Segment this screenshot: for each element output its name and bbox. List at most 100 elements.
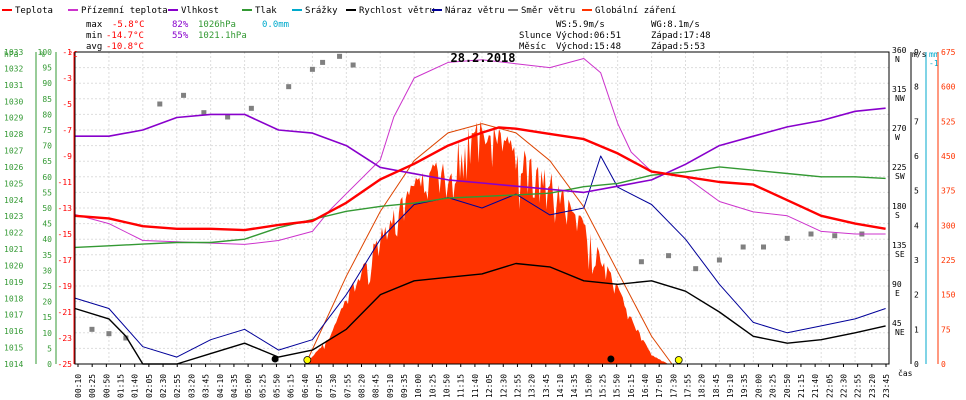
direction-tick-label: 90 xyxy=(892,280,902,289)
time-tick-label: 10:25 xyxy=(428,374,437,398)
legend-label: Rychlost větru xyxy=(359,6,435,16)
time-tick-label: 17:55 xyxy=(684,374,693,398)
wind-direction-point xyxy=(157,101,163,107)
time-tick-label: 01:15 xyxy=(117,374,126,398)
wm2-tick-label: 225 xyxy=(941,256,956,265)
time-tick-label: 18:20 xyxy=(698,374,707,398)
pct-tick-label: 55 xyxy=(42,188,52,197)
wind-direction-point xyxy=(106,331,112,337)
wind-direction-point xyxy=(716,257,722,263)
direction-tick-label: S xyxy=(895,211,900,220)
ms-axis-unit: m/s xyxy=(912,50,927,59)
hpa-tick-label: 1027 xyxy=(4,147,23,156)
time-tick-label: 00:50 xyxy=(102,374,111,398)
hpa-tick-label: 1021 xyxy=(4,245,23,254)
pct-tick-label: 45 xyxy=(42,220,52,229)
hpa-tick-label: 1031 xyxy=(4,81,23,90)
wind-direction-point xyxy=(638,259,644,265)
hpa-tick-label: 1017 xyxy=(4,311,23,320)
time-tick-label: 02:30 xyxy=(159,374,168,398)
time-tick-label: 14:10 xyxy=(556,374,565,398)
wind-direction-point xyxy=(123,335,129,341)
hpa-tick-label: 1015 xyxy=(4,344,23,353)
time-tick-label: 20:00 xyxy=(754,374,763,398)
wind-direction-point xyxy=(309,66,315,72)
time-tick-label: 17:30 xyxy=(669,374,678,398)
pct-tick-label: 100 xyxy=(38,48,53,57)
pct-tick-label: 30 xyxy=(42,266,52,275)
direction-tick-label: NE xyxy=(895,328,905,337)
hpa-tick-label: 1020 xyxy=(4,261,23,270)
min-label: min xyxy=(86,31,102,41)
series-line xyxy=(75,107,886,194)
hpa-tick-label: 1030 xyxy=(4,97,23,106)
hpa-tick-label: 1024 xyxy=(4,196,23,205)
wm2-tick-label: 300 xyxy=(941,221,956,230)
direction-tick-label: 270 xyxy=(892,124,907,133)
time-tick-label: 22:05 xyxy=(825,374,834,398)
time-tick-label: 20:25 xyxy=(769,374,778,398)
time-tick-label: 11:40 xyxy=(471,374,480,398)
direction-tick-label: 45 xyxy=(892,319,902,328)
time-tick-label: 12:05 xyxy=(485,374,494,398)
legend-label: Přízemní teplota xyxy=(81,6,168,16)
time-tick-label: 16:40 xyxy=(641,374,650,398)
time-axis-label: čas xyxy=(898,368,913,378)
direction-tick-label: 225 xyxy=(892,163,907,172)
wind-direction-point xyxy=(693,266,699,272)
min-temp: -14.7°C xyxy=(106,31,144,41)
avg-label: avg xyxy=(86,42,102,52)
legend-label: Teplota xyxy=(15,6,53,16)
wm2-tick-label: 375 xyxy=(941,187,956,196)
time-axis: 00:10 00:25 00:50 01:15 01:40 02:05 02:30 02:55… xyxy=(74,364,913,398)
wm2-tick-label: 600 xyxy=(941,83,956,92)
moonrise-marker xyxy=(607,355,615,363)
pct-tick-label: 60 xyxy=(42,173,52,182)
pct-tick-label: 40 xyxy=(42,235,52,244)
hpa-tick-label: 1028 xyxy=(4,130,23,139)
legend: Teplota Přízemní teplota Vlhkost Tlak Srážky… xyxy=(2,6,676,16)
direction-tick-label: N xyxy=(895,55,900,64)
wind-direction-point xyxy=(784,235,790,241)
time-tick-label: 21:40 xyxy=(811,374,820,398)
time-tick-label: 06:15 xyxy=(287,374,296,398)
moon-label: Měsíc xyxy=(519,42,546,52)
time-tick-label: 15:50 xyxy=(613,374,622,398)
time-tick-label: 11:15 xyxy=(457,374,466,398)
ms-tick-label: 8 xyxy=(914,83,919,92)
ms-tick-label: 0 xyxy=(914,360,919,369)
time-tick-label: 13:20 xyxy=(528,374,537,398)
degc-tick-label: -3 xyxy=(62,74,72,83)
legend-label: Vlhkost xyxy=(181,6,219,16)
time-tick-label: 20:50 xyxy=(783,374,792,398)
ms-tick-label: 9 xyxy=(914,48,919,57)
hpa-tick-label: 1022 xyxy=(4,229,23,238)
ms-tick-label: 2 xyxy=(914,291,919,300)
time-tick-label: 12:30 xyxy=(499,374,508,398)
moonset-marker xyxy=(271,355,279,363)
wind-direction-point xyxy=(832,233,838,239)
wind-speed-stat: WS:5.9m/s xyxy=(556,20,605,30)
wind-direction-point xyxy=(320,59,326,65)
time-tick-label: 23:45 xyxy=(882,374,891,398)
pct-tick-label: 15 xyxy=(42,313,52,322)
wm2-tick-label: 75 xyxy=(941,325,951,334)
time-tick-label: 03:20 xyxy=(187,374,196,398)
time-tick-label: 15:00 xyxy=(584,374,593,398)
pct-tick-label: 5 xyxy=(47,344,52,353)
time-tick-label: 15:25 xyxy=(598,374,607,398)
hpa-tick-label: 1029 xyxy=(4,114,23,123)
direction-tick-label: W xyxy=(895,133,900,142)
wm2-tick-label: 0 xyxy=(941,360,946,369)
max-label: max xyxy=(86,20,103,30)
time-tick-label: 17:05 xyxy=(655,374,664,398)
ms-tick-label: 4 xyxy=(914,221,919,230)
hpa-tick-label: 1018 xyxy=(4,294,23,303)
pct-tick-label: 50 xyxy=(42,204,52,213)
min-press: 1021.1hPa xyxy=(198,31,247,41)
wind-direction-point xyxy=(740,244,746,250)
time-tick-label: 04:35 xyxy=(230,374,239,398)
sunrise-time: Východ:06:51 xyxy=(556,31,621,41)
degc-tick-label: -7 xyxy=(62,126,72,135)
